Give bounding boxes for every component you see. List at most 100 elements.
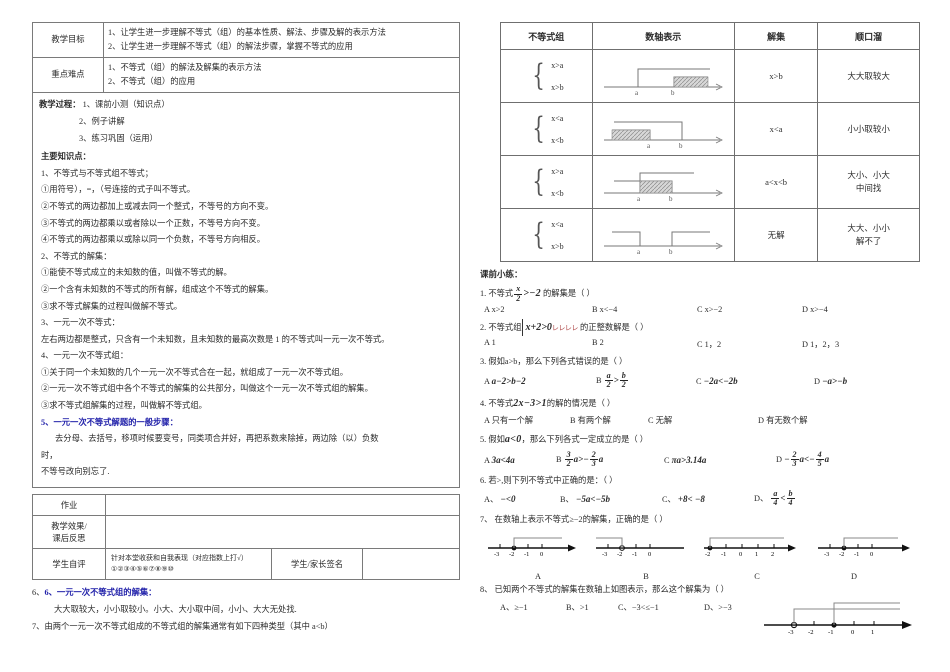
q7-figure-c[interactable]: -2 -1 0 1 2 [700, 531, 804, 562]
system-cell-1: { x>a x>b [500, 49, 593, 103]
svg-text:a: a [635, 89, 639, 97]
q7-figure-d[interactable]: -3 -2 -1 0 [814, 531, 918, 562]
solution-cell-2: x<a [733, 102, 819, 156]
homework-value[interactable] [105, 494, 460, 517]
mnemonic-cell-4: 大大、小小 解不了 [817, 208, 920, 262]
row4-ineq-2: x>b [551, 241, 564, 251]
q6-options: A、 −<0 B、 −5a<−5b C、 +8< −8 D、 a 4 < b 4 [484, 489, 926, 508]
knowledge-line-1: 1、不等式与不等式组不等式； [41, 168, 154, 178]
q3-option-d[interactable]: D −a>−b [814, 376, 847, 386]
q2-option-c[interactable]: C 1，2 [697, 340, 722, 350]
signature-value[interactable] [362, 548, 460, 581]
q6-option-a[interactable]: A、 −<0 [484, 493, 560, 505]
q5-tail-d1: a<− [799, 453, 815, 464]
svg-text:1: 1 [755, 551, 758, 557]
mnemonic-cell-2: 小小取较小 [817, 102, 920, 156]
q4-option-d[interactable]: D 有无数个解 [758, 416, 808, 426]
knowledge-title: 主要知识点： [41, 152, 91, 162]
header-mnemonic: 顺口溜 [817, 22, 920, 50]
table-row: { x>a x<b [500, 155, 920, 209]
process-item-3: 3、练习巩固（运用） [79, 133, 158, 143]
q5-option-a[interactable]: A 3a<4a [484, 455, 556, 465]
tail-item6-title: 6、一元一次不等式组的解集： [44, 588, 157, 598]
q4-option-a[interactable]: A 只有一个解 [484, 416, 534, 426]
svg-text:-2: -2 [509, 551, 514, 557]
q6-option-b[interactable]: B、 −5a<−5b [560, 493, 662, 505]
knowledge-line-7: ①能使不等式成立的未知数的值，叫做不等式的解。 [41, 268, 232, 278]
q2-stem-post: 的正整数解是（ ） [580, 322, 649, 332]
q3-expr-d: −a>−b [822, 375, 848, 386]
knowledge-line-10: 3、一元一次不等式： [41, 318, 120, 328]
table-row: 教学目标 1、让学生进一步理解不等式（组）的基本性质、解法、步骤及解的表示方法 … [32, 21, 460, 59]
q1-option-b[interactable]: B x<−4 [592, 304, 618, 314]
q3-key-d: D [814, 376, 820, 386]
q5-option-b[interactable]: B 3 2 a>− 2 3 a [556, 450, 664, 469]
q7-figure-a[interactable]: -3 -2 -1 0 [484, 531, 582, 562]
q4-formula: 2x−3>1 [513, 397, 547, 409]
homework-label: 作业 [32, 494, 106, 517]
q6-expr-c: +8< −8 [677, 493, 705, 504]
q2-options: A 1 B 2 C 1，2 D 1，2，3 [484, 338, 926, 350]
q8-option-a[interactable]: A、≥−1 [500, 602, 528, 612]
svg-text:-2: -2 [808, 629, 814, 636]
q5-option-c[interactable]: C πa>3.14a [664, 455, 776, 465]
q2-formula: x+2>0 [521, 318, 552, 337]
svg-text:-1: -1 [632, 551, 637, 557]
q3-options: A a−2>b−2 B a 2 > b 2 C −2a<−2b D −a>−b [484, 371, 926, 390]
q1-option-d[interactable]: D x>−4 [802, 304, 828, 314]
svg-text:-1: -1 [854, 551, 859, 557]
q3-option-b[interactable]: B a 2 > b 2 [596, 371, 696, 390]
q5-key-a: A [484, 455, 490, 465]
q8-option-b[interactable]: B、>1 [566, 602, 589, 612]
q2-num: 2. [480, 322, 487, 332]
tail-item6-body: 大大取较大，小小取较小。小大、大小取中间，小小、大大无处找. [54, 605, 297, 614]
right-column: 不等式组 数轴表示 解集 顺口溜 { x>a x>b [478, 22, 926, 641]
q5-option-d[interactable]: D −2 3 a<− 4 5 a [776, 450, 829, 469]
table-row: { x<a x<b [500, 102, 920, 156]
q8-option-d[interactable]: D、>−3 [704, 602, 732, 612]
q6-option-c[interactable]: C、 +8< −8 [662, 493, 754, 505]
q5-tail-b2: a [598, 453, 604, 464]
q6-expr-a: −<0 [500, 493, 516, 504]
row1-ineq-1: x>a [551, 60, 564, 70]
q5-expr-c: πa>3.14a [671, 454, 707, 465]
q4-option-b[interactable]: B 有两个解 [570, 416, 611, 426]
question-7: 7、 在数轴上表示不等式≥−2的解集，正确的是（ ） [480, 513, 926, 528]
q2-option-a[interactable]: A 1 [484, 338, 496, 348]
q3-option-a[interactable]: A a−2>b−2 [484, 376, 596, 386]
question-3: 3. 假如a>b，那么下列各式错误的是（ ） [480, 355, 926, 370]
q1-option-a[interactable]: A x>2 [484, 304, 505, 314]
knowledge-line-15: ③求不等式组解集的过程，叫做解不等式组。 [41, 401, 207, 411]
q6-mid: < [780, 492, 786, 503]
knowledge-line-11: 左右两边都是整式，只含有一个未知数，且未知数的最高次数是 1 的不等式叫一元一次… [41, 334, 390, 344]
q2-option-d[interactable]: D 1，2，3 [802, 340, 840, 350]
q6-option-d[interactable]: D、 a 4 < b 4 [754, 489, 796, 508]
knowledge-line-4: ③不等式的两边都乘以或者除以一个正数，不等号方向不变。 [41, 218, 266, 228]
knowledge-line-13: ①关于同一个未知数的几个一元一次不等式合在一起，就组成了一元一次不等式组。 [41, 367, 348, 377]
question-8: 8、 已知两个不等式的解集在数轴上如图表示，那么这个解集为（ ） [480, 583, 926, 598]
svg-text:-3: -3 [788, 629, 794, 636]
q7-figure-b[interactable]: -3 -2 -1 0 [592, 531, 690, 562]
selfeval-scale[interactable]: ①②③④⑤⑥⑦⑧⑨⑩ [111, 565, 174, 574]
table-row: 教学效果/ 课后反思 [32, 515, 460, 550]
solution-cell-3: a<x<b [733, 155, 819, 209]
objective-label: 教学目标 [32, 21, 104, 59]
q1-stem-mid: >−2 [523, 288, 541, 299]
q1-option-c[interactable]: C x>−2 [697, 304, 723, 314]
svg-text:0: 0 [870, 551, 873, 557]
row2-ineq-2: x<b [551, 135, 564, 145]
q6-key-c: C、 [662, 494, 676, 504]
q2-option-b[interactable]: B 2 [592, 338, 604, 348]
selfeval-label: 学生自评 [32, 548, 106, 581]
q7-label-c: C [754, 572, 760, 582]
effect-value[interactable] [105, 515, 460, 550]
q8-option-c[interactable]: C、−3<≤−1 [618, 602, 659, 612]
q2-stem-pre: 不等式组 [488, 322, 522, 332]
q7-numberline-row: -3 -2 -1 0 -3 -2 [484, 531, 926, 562]
q4-option-c[interactable]: C 无解 [648, 416, 673, 426]
keypoint-label: 重点难点 [32, 57, 104, 94]
q3-option-c[interactable]: C −2a<−2b [696, 376, 814, 386]
